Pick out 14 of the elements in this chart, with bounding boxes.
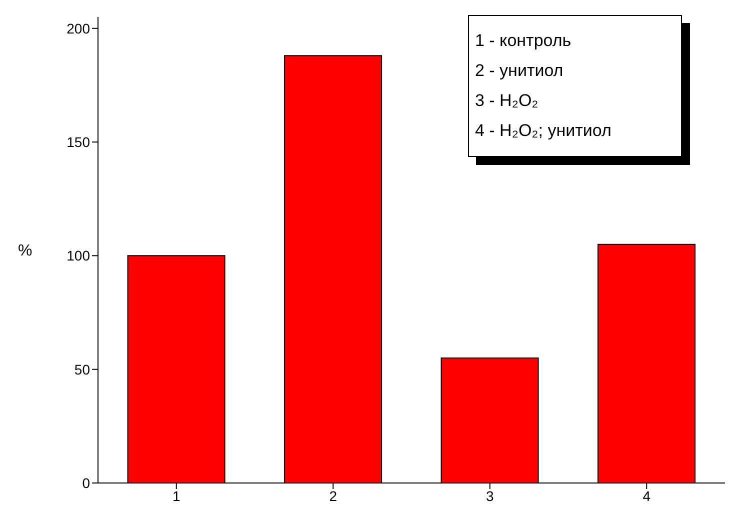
x-tick-label: 3 [486, 488, 494, 504]
y-tick-label: 50 [74, 361, 90, 378]
x-tick-label: 4 [642, 488, 651, 504]
annotation: 1 - контроль [475, 30, 572, 52]
y-axis-title: % [18, 242, 32, 260]
y-tick-label: 0 [82, 474, 90, 491]
x-tick-label: 2 [329, 488, 338, 504]
y-tick-label: 150 [66, 134, 90, 150]
x-tick-label: 1 [172, 488, 180, 504]
annotation: 3 - H₂O₂ [475, 90, 540, 112]
annotation: 2 - унитиол [475, 60, 564, 82]
annotation: 4 - H₂O₂; унитиол [475, 120, 612, 142]
y-tick-label: 100 [66, 248, 90, 264]
y-tick-label: 200 [66, 20, 90, 36]
